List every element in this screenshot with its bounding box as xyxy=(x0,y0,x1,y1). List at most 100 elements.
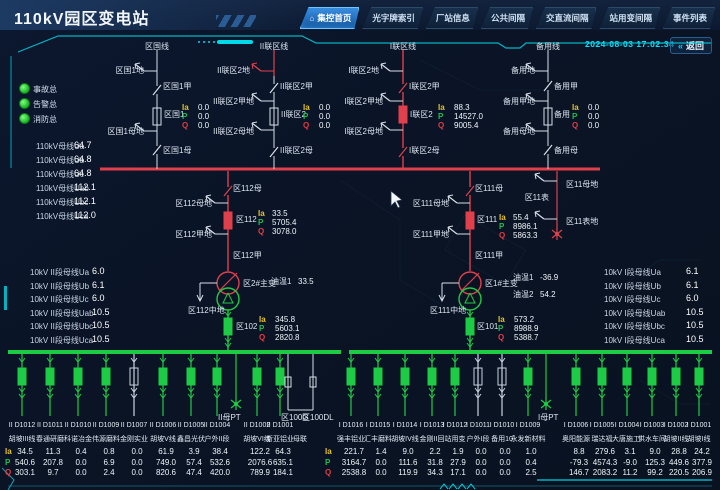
wire xyxy=(447,194,454,197)
wire xyxy=(205,225,212,228)
feeder-breaker[interactable] xyxy=(473,367,483,386)
feeder-name: 强丰铝业 xyxy=(337,436,365,443)
frame-dot xyxy=(203,41,205,43)
feeder-q-value: 206.9 xyxy=(691,468,713,477)
feeder-breaker[interactable] xyxy=(373,367,383,386)
flow-arrow xyxy=(598,393,606,399)
feeder-breaker[interactable] xyxy=(671,367,681,386)
back-button[interactable]: «返回 xyxy=(669,37,712,54)
feeder-breaker[interactable] xyxy=(129,367,139,386)
wire xyxy=(251,121,258,124)
feeder-breaker[interactable] xyxy=(275,367,285,386)
feeder-p-value: 377.9 xyxy=(691,457,713,467)
feeder-breaker[interactable] xyxy=(400,367,410,386)
meter-p-label: P xyxy=(499,222,505,231)
feeder-breaker[interactable] xyxy=(212,367,222,386)
feeder-breaker[interactable] xyxy=(158,367,168,386)
feeder-ia-value: 0.8 xyxy=(103,447,115,456)
feeder-p-value: 540.6 xyxy=(14,457,36,467)
feeder-breaker[interactable] xyxy=(427,367,437,386)
feeder-breaker[interactable] xyxy=(45,367,55,386)
schematic-label: II联区线 xyxy=(259,42,289,51)
panel-row-value: 10.5 xyxy=(686,320,704,330)
schematic-label: 区111母地 xyxy=(412,199,449,208)
feeder-bay-id: II D1011 xyxy=(37,422,63,429)
feeder-q-value: 2.5 xyxy=(525,468,537,477)
wire xyxy=(380,92,387,95)
back-label: 返回 xyxy=(685,41,704,51)
feeder-name: 户外II段 xyxy=(204,436,230,443)
schematic-label: 区111甲地 xyxy=(412,230,449,239)
feeder-bay-id: I D1009 xyxy=(515,422,541,429)
feeder-p-value: 635.1 xyxy=(272,457,294,467)
flow-arrow xyxy=(498,393,506,399)
breaker[interactable] xyxy=(543,107,553,126)
flow-arrow xyxy=(187,393,195,399)
feeder-breaker[interactable] xyxy=(73,367,83,386)
feeder-breaker[interactable] xyxy=(597,367,607,386)
bus-tie-breaker-dl[interactable] xyxy=(309,376,317,388)
feeder-breaker[interactable] xyxy=(101,367,111,386)
flow-arrow xyxy=(598,357,606,363)
schematic-label: 区100G xyxy=(281,413,309,422)
meter-p-label: P xyxy=(572,112,578,121)
ground-switch xyxy=(251,93,262,102)
breaker[interactable] xyxy=(398,105,408,124)
wire xyxy=(447,195,450,202)
flow-arrow xyxy=(224,342,232,348)
flow-arrow xyxy=(428,357,436,363)
flow-arrow xyxy=(466,342,474,348)
meter-value: 0.0 xyxy=(198,112,210,121)
feeder-breaker[interactable] xyxy=(186,367,196,386)
feeder-q-value: 0.0 xyxy=(475,468,487,477)
timestamp: 2024-08-03 17:02:34 xyxy=(585,39,675,49)
feeder-p-value: 0.0 xyxy=(475,457,487,467)
feeder-name: 户外I段 xyxy=(466,436,490,443)
feeder-name: 奥阳能源 xyxy=(562,436,590,443)
breaker[interactable] xyxy=(465,317,475,336)
feeder-breaker[interactable] xyxy=(571,367,581,386)
schematic-label: 区国1地 xyxy=(115,66,144,75)
feeder-breaker[interactable] xyxy=(523,367,533,386)
feeder-breaker[interactable] xyxy=(694,367,704,386)
feeder-ia-value: 1.4 xyxy=(375,447,387,456)
breaker[interactable] xyxy=(223,211,233,230)
feeder-q-value: 99.2 xyxy=(647,468,663,477)
feeder-breaker[interactable] xyxy=(497,367,507,386)
feeder-breaker[interactable] xyxy=(346,367,356,386)
panel-row-value: 64.8 xyxy=(74,168,92,178)
feeder-name: 金刚II回 xyxy=(419,436,445,443)
feeder-breaker[interactable] xyxy=(647,367,657,386)
breaker[interactable] xyxy=(269,107,279,126)
feeder-q-value: 303.1 xyxy=(14,468,36,477)
flow-arrow xyxy=(213,393,221,399)
ground-switch xyxy=(380,122,391,131)
breaker[interactable] xyxy=(223,317,233,336)
ground-switch xyxy=(134,63,145,72)
feeder-legend-p: P xyxy=(5,457,11,467)
ground-switch xyxy=(534,173,545,182)
breaker[interactable] xyxy=(152,107,162,126)
feeder-q-value: 34.3 xyxy=(427,468,443,477)
alarm-indicator-icon xyxy=(19,98,30,109)
schematic-label: I联区2 xyxy=(410,110,433,119)
meter-value: 0.0 xyxy=(588,121,600,130)
bus-tie-breaker-g[interactable] xyxy=(284,376,292,388)
feeder-ia-value: 64.3 xyxy=(275,447,291,456)
feeder-breaker[interactable] xyxy=(450,367,460,386)
feeder-breaker[interactable] xyxy=(17,367,27,386)
frame-top-line xyxy=(17,35,711,53)
schematic-label: I联区2甲 xyxy=(409,82,440,91)
feeder-breaker[interactable] xyxy=(622,367,632,386)
oil-temp-value: -36.9 xyxy=(540,273,559,282)
schematic-label: II联区2母 xyxy=(280,146,313,155)
panel-row-label: 110kV母线Ua xyxy=(36,142,85,151)
feeder-breaker[interactable] xyxy=(252,367,262,386)
panel-row-label: 110kV母线Uc xyxy=(36,170,84,179)
flow-arrow xyxy=(18,387,26,393)
meter-ia-label: Ia xyxy=(499,213,506,222)
breaker[interactable] xyxy=(465,211,475,230)
flow-arrow xyxy=(428,393,436,399)
feeder-ia-value: 8.8 xyxy=(573,447,585,456)
schematic-label: 备用线 xyxy=(536,42,560,51)
